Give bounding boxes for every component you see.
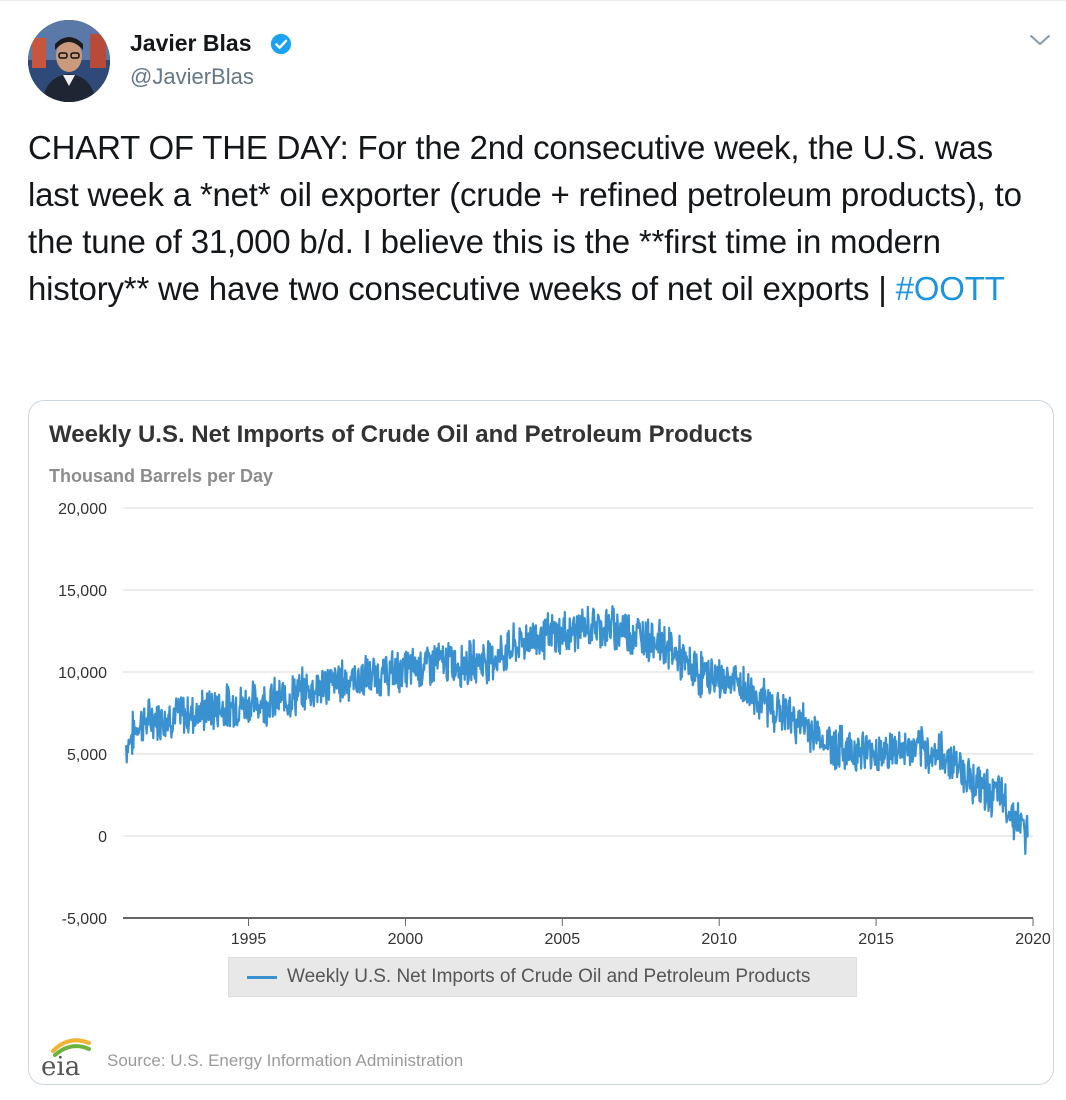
chart-card[interactable]: Weekly U.S. Net Imports of Crude Oil and… <box>28 400 1054 1085</box>
tweet-body: CHART OF THE DAY: For the 2nd consecutiv… <box>28 129 1022 307</box>
avatar[interactable] <box>28 20 110 102</box>
y-tick-label: -5,000 <box>62 911 107 928</box>
avatar-image <box>28 20 110 102</box>
y-tick-label: 15,000 <box>58 583 107 600</box>
chevron-down-icon[interactable] <box>1028 30 1052 50</box>
chart-title: Weekly U.S. Net Imports of Crude Oil and… <box>49 421 753 448</box>
x-tick-label: 2010 <box>701 931 737 948</box>
x-tick-label: 2000 <box>388 931 424 948</box>
chart-subtitle: Thousand Barrels per Day <box>49 466 274 486</box>
hashtag-link[interactable]: #OOTT <box>895 270 1005 307</box>
chart-source: Source: U.S. Energy Information Administ… <box>107 1051 464 1070</box>
x-tick-label: 2005 <box>545 931 581 948</box>
x-tick-label: 2015 <box>858 931 894 948</box>
y-tick-label: 10,000 <box>58 665 107 682</box>
chart-plot: 20,000 15,000 10,000 5,000 0 -5,000 1995 2000 20… <box>58 501 1051 948</box>
tweet-text: CHART OF THE DAY: For the 2nd consecutiv… <box>28 124 1048 312</box>
chart-legend[interactable]: Weekly U.S. Net Imports of Crude Oil and… <box>228 957 857 997</box>
x-tick-label: 2020 <box>1015 931 1051 948</box>
legend-label: Weekly U.S. Net Imports of Crude Oil and… <box>287 966 811 987</box>
eia-logo-icon: eia <box>41 1038 91 1079</box>
y-tick-label: 0 <box>98 829 107 846</box>
top-divider <box>0 0 1066 1</box>
y-tick-label: 5,000 <box>67 747 107 764</box>
series-line <box>125 605 1029 855</box>
y-tick-label: 20,000 <box>58 501 107 518</box>
author-name[interactable]: Javier Blas <box>130 30 252 56</box>
author-handle[interactable]: @JavierBlas <box>130 64 254 89</box>
legend-swatch <box>247 976 277 979</box>
verified-badge-icon <box>270 33 292 55</box>
eia-logo-text: eia <box>41 1052 80 1079</box>
x-tick-label: 1995 <box>231 931 267 948</box>
